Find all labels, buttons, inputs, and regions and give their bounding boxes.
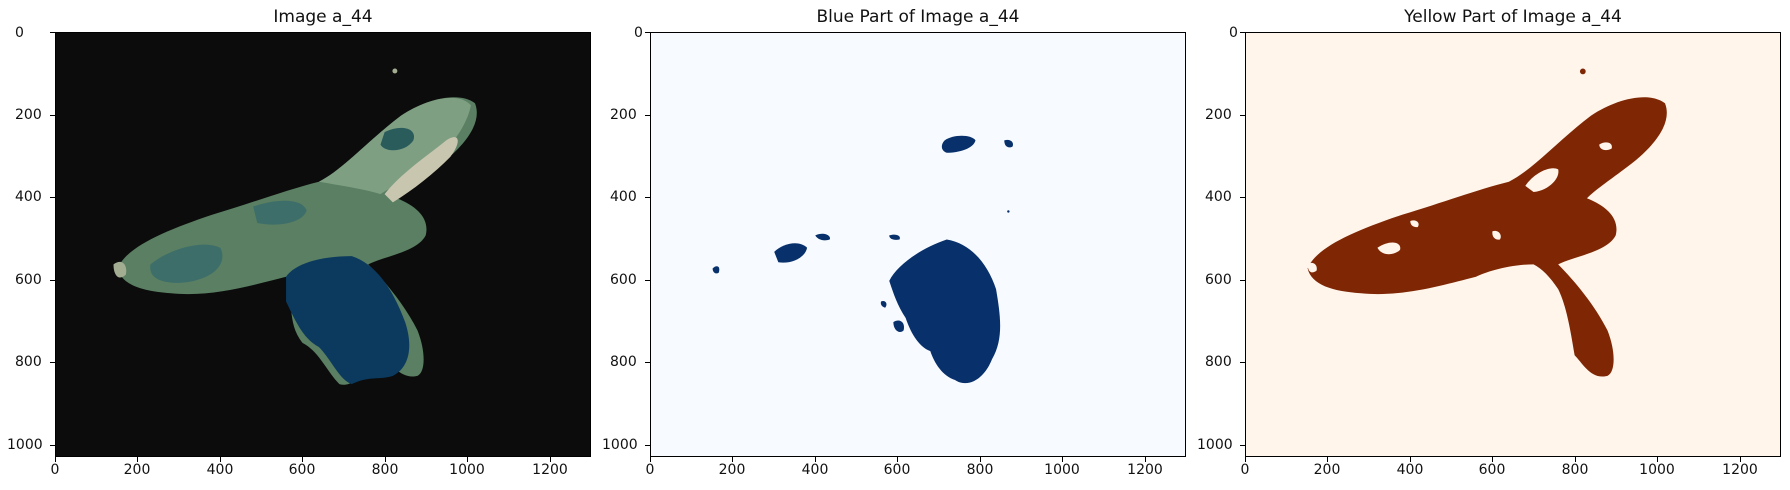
y-tick-label: 400 bbox=[610, 189, 637, 205]
x-tick-label: 0 bbox=[50, 462, 60, 478]
x-tick-label: 1200 bbox=[1127, 462, 1163, 478]
x-tick-label: 800 bbox=[966, 462, 994, 478]
y-tick-label: 200 bbox=[610, 107, 637, 123]
x-tick-label: 400 bbox=[1396, 462, 1424, 478]
y-tick-label: 800 bbox=[15, 354, 42, 370]
segmented-image bbox=[56, 33, 590, 456]
x-tick-label: 600 bbox=[883, 462, 911, 478]
y-tick-label: 600 bbox=[15, 272, 42, 288]
image-axes bbox=[1245, 32, 1781, 457]
blue-mask-image bbox=[651, 33, 1185, 456]
x-tick-label: 0 bbox=[1240, 462, 1250, 478]
y-tick-label: 200 bbox=[1205, 107, 1232, 123]
panel-title: Blue Part of Image a_44 bbox=[816, 7, 1020, 27]
y-tick-label: 1000 bbox=[602, 437, 638, 453]
panel-title: Yellow Part of Image a_44 bbox=[1404, 7, 1622, 27]
panel-yellow-part: Yellow Part of Image a_44 0 200 400 600 … bbox=[1192, 0, 1790, 490]
y-tick-label: 800 bbox=[610, 354, 637, 370]
panel-original-image: Image a_44 0 200 400 600 800 1000 0 200 … bbox=[0, 0, 596, 490]
y-tick-label: 400 bbox=[15, 189, 42, 205]
y-tick-label: 0 bbox=[15, 25, 24, 41]
yellow-mask-image bbox=[1246, 33, 1780, 456]
x-tick-label: 800 bbox=[371, 462, 399, 478]
x-tick-label: 200 bbox=[123, 462, 151, 478]
panel-title: Image a_44 bbox=[273, 7, 373, 27]
y-tick-label: 0 bbox=[634, 25, 643, 41]
y-tick-label: 0 bbox=[1229, 25, 1238, 41]
x-tick-label: 400 bbox=[206, 462, 234, 478]
y-tick-label: 400 bbox=[1205, 189, 1232, 205]
image-axes bbox=[55, 32, 591, 457]
x-tick-label: 600 bbox=[1478, 462, 1506, 478]
y-tick-label: 600 bbox=[1205, 272, 1232, 288]
x-tick-label: 800 bbox=[1561, 462, 1589, 478]
x-tick-label: 0 bbox=[645, 462, 655, 478]
y-tick-label: 800 bbox=[1205, 354, 1232, 370]
x-tick-label: 1000 bbox=[1639, 462, 1675, 478]
y-tick-label: 600 bbox=[610, 272, 637, 288]
y-tick-label: 1000 bbox=[7, 437, 43, 453]
panel-blue-part: Blue Part of Image a_44 0 200 400 600 80… bbox=[596, 0, 1192, 490]
x-tick-label: 1000 bbox=[1044, 462, 1080, 478]
x-tick-label: 200 bbox=[718, 462, 746, 478]
x-tick-label: 600 bbox=[288, 462, 316, 478]
y-tick-label: 200 bbox=[15, 107, 42, 123]
x-tick-label: 1200 bbox=[532, 462, 568, 478]
x-tick-label: 400 bbox=[801, 462, 829, 478]
x-tick-label: 200 bbox=[1313, 462, 1341, 478]
x-tick-label: 1000 bbox=[449, 462, 485, 478]
image-axes bbox=[650, 32, 1186, 457]
y-tick-label: 1000 bbox=[1197, 437, 1233, 453]
x-tick-label: 1200 bbox=[1722, 462, 1758, 478]
